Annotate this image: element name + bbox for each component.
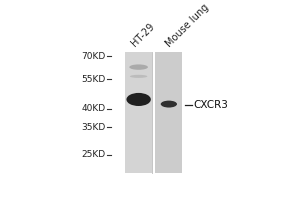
Text: HT-29: HT-29	[129, 22, 156, 49]
Text: 55KD: 55KD	[81, 75, 105, 84]
Text: 25KD: 25KD	[81, 150, 105, 159]
Text: 70KD: 70KD	[81, 52, 105, 61]
Ellipse shape	[130, 75, 147, 78]
Ellipse shape	[129, 64, 148, 70]
Ellipse shape	[126, 93, 151, 106]
Text: 35KD: 35KD	[81, 123, 105, 132]
Text: 40KD: 40KD	[81, 104, 105, 113]
FancyBboxPatch shape	[125, 52, 152, 173]
Text: CXCR3: CXCR3	[194, 100, 229, 110]
FancyBboxPatch shape	[155, 52, 182, 173]
Text: Mouse lung: Mouse lung	[164, 2, 211, 49]
Ellipse shape	[161, 101, 177, 108]
